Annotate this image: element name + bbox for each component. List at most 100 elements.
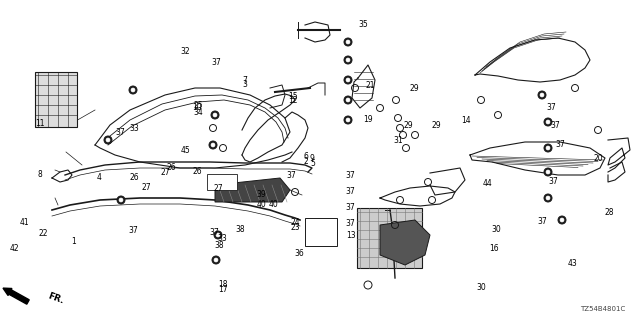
Circle shape: [344, 116, 352, 124]
Text: 33: 33: [129, 124, 140, 132]
Text: 12: 12: [289, 96, 298, 105]
Circle shape: [544, 194, 552, 202]
Circle shape: [558, 216, 566, 224]
Text: 31: 31: [393, 136, 403, 145]
Circle shape: [213, 113, 217, 117]
Circle shape: [131, 88, 135, 92]
Text: 38: 38: [235, 225, 245, 234]
Text: 1: 1: [71, 237, 76, 246]
Text: 28: 28: [605, 208, 614, 217]
Circle shape: [117, 196, 125, 204]
Text: 34: 34: [193, 108, 204, 116]
Circle shape: [346, 98, 350, 102]
Circle shape: [546, 146, 550, 150]
Circle shape: [211, 111, 219, 119]
Text: 44: 44: [483, 179, 493, 188]
Circle shape: [344, 38, 352, 46]
Text: 26: 26: [129, 173, 140, 182]
Text: 11: 11: [35, 119, 44, 128]
Text: FR.: FR.: [46, 291, 65, 305]
Circle shape: [544, 168, 552, 176]
Circle shape: [538, 91, 546, 99]
Text: 38: 38: [214, 241, 224, 250]
Circle shape: [104, 136, 112, 144]
Text: 9: 9: [310, 154, 315, 163]
Text: 35: 35: [358, 20, 369, 28]
Circle shape: [344, 56, 352, 64]
FancyArrow shape: [3, 288, 29, 304]
Text: 37: 37: [538, 217, 548, 226]
Text: 27: 27: [213, 183, 223, 193]
Text: 37: 37: [346, 171, 356, 180]
Text: 14: 14: [461, 116, 471, 125]
Circle shape: [119, 198, 123, 202]
Circle shape: [346, 58, 350, 62]
Circle shape: [546, 170, 550, 174]
Text: 6: 6: [303, 152, 308, 161]
Text: 4: 4: [97, 173, 102, 182]
Text: 37: 37: [555, 140, 565, 149]
Circle shape: [211, 143, 215, 147]
Text: 37: 37: [115, 128, 125, 137]
Text: 30: 30: [491, 225, 501, 234]
Circle shape: [546, 196, 550, 200]
Circle shape: [209, 141, 217, 149]
Circle shape: [216, 233, 220, 237]
Text: 41: 41: [19, 218, 29, 227]
Text: 37: 37: [548, 177, 559, 186]
Text: 3: 3: [242, 80, 247, 89]
Circle shape: [560, 218, 564, 222]
Text: 33: 33: [218, 234, 228, 243]
Circle shape: [129, 86, 137, 94]
Text: 37: 37: [547, 103, 557, 112]
Text: TZ54B4801C: TZ54B4801C: [580, 306, 625, 312]
Circle shape: [546, 120, 550, 124]
Circle shape: [346, 118, 350, 122]
Text: 37: 37: [550, 121, 561, 130]
Text: 26: 26: [192, 167, 202, 176]
Text: 24: 24: [291, 218, 301, 227]
Text: 37: 37: [209, 228, 220, 237]
Circle shape: [544, 118, 552, 126]
Text: 18: 18: [218, 280, 227, 289]
Text: 26: 26: [166, 163, 177, 172]
Bar: [305, 218, 337, 246]
Text: 29: 29: [431, 121, 442, 130]
Text: 37: 37: [346, 203, 356, 212]
Text: 27: 27: [141, 183, 151, 192]
Text: 19: 19: [363, 115, 373, 124]
FancyBboxPatch shape: [207, 174, 237, 190]
Text: 8: 8: [37, 170, 42, 179]
Text: 37: 37: [128, 226, 138, 235]
Text: 2: 2: [303, 157, 308, 166]
Text: 5: 5: [310, 159, 315, 168]
Text: 37: 37: [211, 58, 221, 67]
Text: 27: 27: [160, 168, 170, 177]
Text: 29: 29: [403, 121, 413, 130]
Text: 40: 40: [269, 200, 279, 209]
Text: 7: 7: [242, 76, 247, 84]
Polygon shape: [380, 220, 430, 265]
Polygon shape: [215, 178, 290, 202]
Circle shape: [214, 258, 218, 262]
Text: 32: 32: [180, 47, 191, 56]
Text: 36: 36: [294, 249, 305, 258]
Text: 10: 10: [192, 103, 202, 112]
Text: 43: 43: [568, 260, 578, 268]
Text: 37: 37: [346, 187, 356, 196]
Circle shape: [106, 138, 110, 142]
Text: 37: 37: [346, 219, 356, 228]
Circle shape: [346, 78, 350, 82]
Circle shape: [214, 231, 222, 239]
Circle shape: [544, 144, 552, 152]
Text: 29: 29: [410, 84, 420, 93]
Text: 16: 16: [489, 244, 499, 252]
Text: 30: 30: [476, 283, 486, 292]
Text: 17: 17: [218, 285, 228, 294]
Text: 23: 23: [291, 223, 301, 232]
Circle shape: [346, 40, 350, 44]
Text: 21: 21: [365, 81, 374, 90]
Text: 25: 25: [193, 101, 204, 110]
Circle shape: [212, 256, 220, 264]
Text: 20: 20: [593, 154, 604, 163]
